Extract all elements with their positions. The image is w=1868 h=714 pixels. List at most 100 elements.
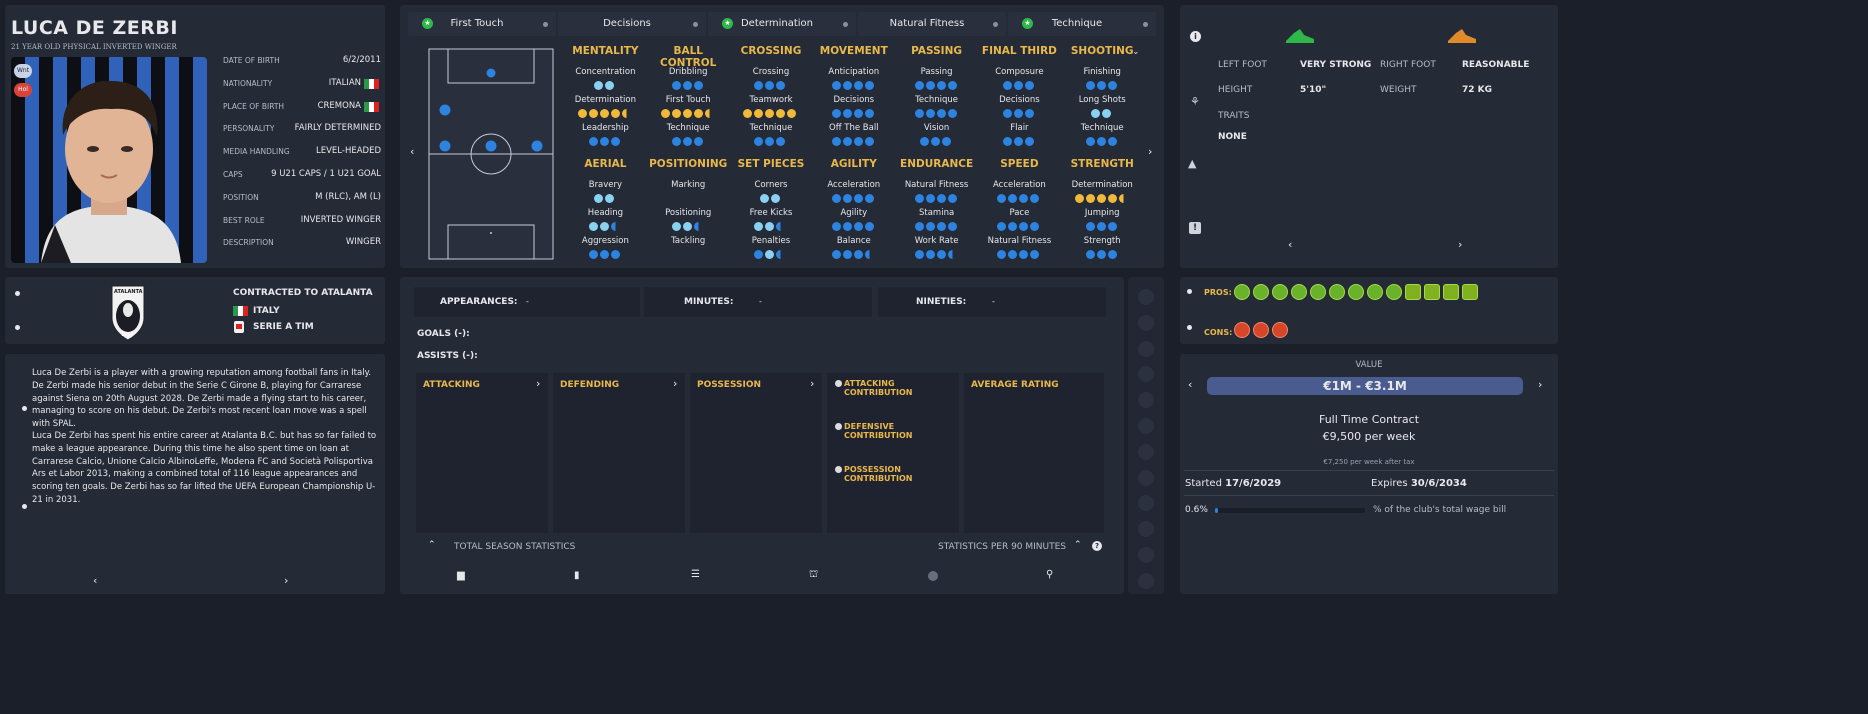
attribute-name[interactable]: Finishing [1083, 67, 1121, 77]
pro-trait-icon[interactable] [1310, 284, 1326, 300]
attribute-name[interactable]: Positioning [665, 208, 712, 218]
attribute-name[interactable]: Natural Fitness [987, 236, 1052, 246]
total-season-toggle[interactable]: TOTAL SEASON STATISTICS [454, 542, 576, 552]
physical-prev-arrow[interactable]: ‹ [1288, 238, 1293, 251]
pro-trait-icon[interactable] [1234, 284, 1250, 300]
bio-next-arrow[interactable]: › [284, 574, 289, 587]
boot-icon[interactable]: ▲ [1188, 157, 1197, 170]
attribute-name[interactable]: Technique [666, 123, 710, 133]
possession-column[interactable]: POSSESSION › [690, 373, 822, 533]
attribute-name[interactable]: Technique [915, 95, 958, 105]
pro-trait-icon[interactable] [1405, 284, 1421, 300]
side-strip-icon[interactable] [1138, 469, 1154, 486]
collapse-up-icon[interactable]: ⌃ [428, 540, 436, 550]
attribute-name[interactable]: Vision [923, 123, 950, 133]
pro-trait-icon[interactable] [1443, 284, 1459, 300]
seedling-icon[interactable]: ⚘ [1190, 95, 1200, 108]
side-strip-icon[interactable] [1138, 547, 1154, 563]
bio-prev-arrow[interactable]: ‹ [93, 574, 98, 587]
detail-value[interactable]: 9 U21 CAPS / 1 U21 GOAL [271, 169, 381, 179]
info-icon[interactable] [835, 423, 842, 430]
detail-value[interactable]: WINGER [345, 237, 381, 248]
con-trait-icon[interactable] [1272, 322, 1288, 338]
side-strip-icon[interactable] [1138, 289, 1154, 305]
attacking-contribution[interactable]: ATTACKING CONTRIBUTION [844, 379, 913, 397]
attribute-name[interactable]: Leadership [582, 123, 629, 133]
attribute-name[interactable]: Stamina [918, 208, 955, 218]
collapse-up-icon[interactable]: ⌃ [1074, 540, 1082, 550]
attribute-name[interactable]: Concentration [575, 67, 636, 77]
possession-chevron-icon[interactable]: › [810, 377, 815, 390]
detail-value[interactable]: INVERTED WINGER [300, 214, 381, 225]
attribute-name[interactable]: Crossing [752, 67, 790, 77]
per90-toggle[interactable]: STATISTICS PER 90 MINUTES [938, 542, 1067, 552]
info-icon[interactable]: i [1190, 31, 1201, 42]
defensive-contribution[interactable]: DEFENSIVE CONTRIBUTION [844, 422, 913, 440]
info-icon[interactable] [835, 466, 842, 473]
prev-arrow[interactable]: ‹ [410, 145, 415, 158]
running-icon[interactable]: ⚲ [1046, 569, 1054, 580]
wanted-badge[interactable]: Wnt [14, 64, 32, 78]
info-icon[interactable] [835, 380, 842, 387]
side-strip-icon[interactable] [1138, 366, 1154, 383]
attribute-name[interactable]: Decisions [999, 95, 1040, 105]
attribute-name[interactable]: Agility [840, 208, 868, 218]
defending-chevron-icon[interactable]: › [673, 377, 678, 390]
pro-trait-icon[interactable] [1253, 284, 1269, 300]
pro-trait-icon[interactable] [1367, 284, 1383, 300]
value-next-arrow[interactable]: › [1538, 378, 1543, 391]
attribute-name[interactable]: Dribbling [668, 67, 708, 77]
attribute-name[interactable]: Composure [995, 67, 1044, 77]
con-trait-icon[interactable] [1234, 322, 1250, 338]
attribute-name[interactable]: Off The Ball [829, 123, 879, 133]
attribute-name[interactable]: Flair [1010, 123, 1029, 133]
detail-value[interactable]: ITALIAN [328, 77, 361, 88]
attribute-name[interactable]: Corners [754, 180, 788, 190]
detail-value[interactable]: 6/2/2011 [342, 55, 381, 65]
pro-trait-icon[interactable] [1348, 284, 1364, 300]
pro-trait-icon[interactable] [1424, 284, 1440, 300]
attribute-name[interactable]: Teamwork [749, 95, 793, 105]
attribute-name[interactable]: Acceleration [827, 180, 881, 190]
expand-chevron-icon[interactable]: ⌄ [1132, 47, 1140, 57]
attribute-name[interactable]: Technique [1080, 123, 1124, 133]
side-strip-icon[interactable] [1138, 572, 1154, 589]
attribute-name[interactable]: Decisions [833, 95, 875, 105]
attribute-name[interactable]: Technique [749, 123, 793, 133]
defending-column[interactable]: DEFENDING › [553, 373, 685, 533]
value-prev-arrow[interactable]: ‹ [1188, 378, 1193, 391]
list-icon[interactable]: ☰ [691, 569, 700, 580]
attribute-name[interactable]: Heading [587, 208, 624, 218]
attribute-name[interactable]: Tackling [671, 236, 706, 246]
attribute-name[interactable]: Acceleration [992, 180, 1046, 190]
detail-value[interactable]: CREMONA [317, 100, 361, 111]
possession-contribution[interactable]: POSSESSION CONTRIBUTION [844, 465, 913, 483]
next-arrow[interactable]: › [1148, 145, 1153, 158]
attribute-name[interactable]: Natural Fitness [904, 180, 969, 190]
club-crest[interactable]: ATALANTA 1907 [109, 282, 147, 342]
attribute-name[interactable]: Marking [671, 180, 706, 190]
attribute-name[interactable]: Determination [1071, 180, 1133, 190]
attribute-name[interactable]: Long Shots [1078, 95, 1126, 105]
side-strip-icon[interactable] [1138, 495, 1154, 512]
shirt-icon[interactable]: ⛫ [809, 569, 819, 580]
attribute-name[interactable]: Balance [836, 236, 871, 246]
alert-icon[interactable]: ! [1189, 222, 1201, 234]
pro-trait-icon[interactable] [1386, 284, 1402, 300]
bar-chart-icon[interactable]: ▆ [457, 570, 465, 581]
attribute-name[interactable]: Anticipation [828, 67, 880, 77]
side-strip-icon[interactable] [1138, 340, 1154, 357]
attribute-name[interactable]: Passing [920, 67, 953, 77]
ball-icon[interactable] [928, 571, 938, 581]
side-strip-icon[interactable] [1138, 521, 1154, 538]
detail-value[interactable]: M (RLC), AM (L) [315, 191, 381, 202]
value-range-bar[interactable]: €1M - €3.1M [1207, 377, 1523, 395]
tab-decisions[interactable]: Decisions [558, 12, 706, 36]
card-icon[interactable]: ▮ [574, 570, 580, 581]
detail-value[interactable]: LEVEL-HEADED [316, 146, 381, 157]
attribute-name[interactable]: Penalties [751, 236, 791, 246]
league-name[interactable]: SERIE A TIM [253, 322, 314, 332]
tab-first-touch[interactable]: ★ First Touch [408, 12, 556, 36]
con-trait-icon[interactable] [1253, 322, 1269, 338]
attacking-chevron-icon[interactable]: › [536, 377, 541, 390]
